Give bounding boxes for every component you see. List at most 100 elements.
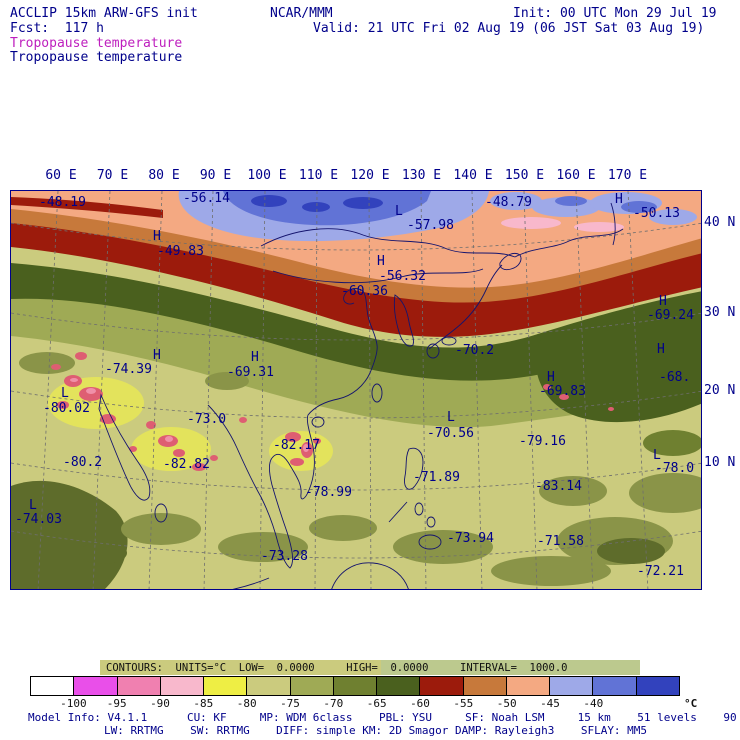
map-extremum-label: H xyxy=(659,294,667,309)
colorbar-cell xyxy=(289,677,333,695)
colorbar-tick-label: -100 xyxy=(60,697,87,710)
map-extremum-label: -73.94 xyxy=(447,531,494,546)
map-extremum-label: -56.32 xyxy=(379,269,426,284)
colorbar-tick-label: -90 xyxy=(150,697,170,710)
map-labels: -48.19 -56.14 L -57.98 -48.79 H -50.13 H -49.83 H… xyxy=(11,191,701,589)
colorbar-cell xyxy=(549,677,593,695)
lon-tick: 130 E xyxy=(401,168,442,183)
map-extremum-label: -72.21 xyxy=(637,564,684,579)
map-extremum-label: -70.56 xyxy=(427,426,474,441)
map-extremum-label: L xyxy=(447,410,455,425)
colorbar-ticks: -100 -95 -90 -85 -80 -75 -70 -65 -60 -55 -50 -45 -40 xyxy=(30,697,680,710)
colorbar-tick-label: -55 xyxy=(453,697,474,710)
model-info-line1: Model Info: V4.1.1 CU: KF MP: WDM 6class… xyxy=(28,711,740,724)
forecast-hour: Fcst: 117 h xyxy=(10,21,104,36)
center-name: NCAR/MMM xyxy=(270,6,333,21)
init-time: Init: 00 UTC Mon 29 Jul 19 xyxy=(513,6,717,21)
lon-tick: 90 E xyxy=(199,168,232,183)
model-info-line2: LW: RRTMG SW: RRTMG DIFF: simple KM: 2D … xyxy=(104,724,648,737)
lon-tick: 170 E xyxy=(607,168,648,183)
map-extremum-label: -68. xyxy=(659,370,691,385)
lat-tick: 20 N xyxy=(704,383,736,398)
model-config-title: ACCLIP 15km ARW-GFS init xyxy=(10,6,198,21)
map-extremum-label: -69.83 xyxy=(539,384,586,399)
colorbar-cell xyxy=(332,677,377,695)
lon-tick: 60 E xyxy=(45,168,77,183)
colorbar-tick-label: -80 xyxy=(236,697,257,710)
colorbar-cell xyxy=(635,677,679,695)
lon-tick: 70 E xyxy=(96,168,129,183)
map-extremum-label: H xyxy=(547,370,555,385)
colorbar-cell xyxy=(73,677,117,695)
map-extremum-label: -79.16 xyxy=(519,434,566,449)
map-extremum-label: -73.0 xyxy=(187,412,227,427)
colorbar-tick-label: -75 xyxy=(280,697,300,710)
colorbar-cell xyxy=(246,677,290,695)
map-extremum-label: L xyxy=(29,498,37,513)
map-extremum-label: -69.24 xyxy=(647,308,694,323)
colorbar-tick-label: -95 xyxy=(106,697,127,710)
contour-info-bar: CONTOURS: UNITS=°C LOW= 0.0000 HIGH= 0.0… xyxy=(100,660,640,675)
colorbar-tick-label: -70 xyxy=(323,697,344,710)
colorbar-units-label: °C xyxy=(684,697,698,710)
colorbar xyxy=(30,676,680,696)
temperature-bands xyxy=(11,191,701,589)
map-extremum-label: -83.14 xyxy=(535,479,582,494)
map-extremum-label: L xyxy=(395,204,403,219)
lon-tick: 80 E xyxy=(148,168,180,183)
map-extremum-label: L xyxy=(61,386,69,401)
lat-tick: 40 N xyxy=(704,215,736,230)
colorbar-cell xyxy=(505,677,550,695)
map-extremum-label: -48.19 xyxy=(39,195,86,210)
colorbar-cell xyxy=(116,677,160,695)
map-extremum-label: -82.17 xyxy=(273,438,320,453)
colorbar-tick-label: -60 xyxy=(410,697,430,710)
lat-tick: 10 N xyxy=(704,455,736,470)
grid-lines xyxy=(11,191,701,589)
lon-tick: 100 E xyxy=(247,168,287,183)
colorbar-cell xyxy=(592,677,636,695)
map-extremum-label: -80.02 xyxy=(43,401,90,416)
map-extremum-label: -69.31 xyxy=(227,365,274,380)
map-extremum-label: -74.39 xyxy=(105,362,152,377)
colorbar-cell xyxy=(159,677,204,695)
lon-tick: 140 E xyxy=(453,168,493,183)
map-extremum-label: -71.89 xyxy=(413,470,460,485)
map-extremum-label: -60.36 xyxy=(341,284,388,299)
field-title-magenta: Tropopause temperature xyxy=(10,36,183,51)
map-extremum-label: H xyxy=(657,342,665,357)
map-extremum-label: -78.99 xyxy=(305,485,352,500)
map-extremum-label: H xyxy=(615,192,623,207)
lon-tick: 120 E xyxy=(350,168,390,183)
colorbar-cells xyxy=(31,677,679,695)
lat-tick: 30 N xyxy=(704,305,736,320)
map-extremum-label: -71.58 xyxy=(537,534,584,549)
lon-tick: 110 E xyxy=(298,168,339,183)
map-extremum-label: -82.82 xyxy=(163,457,210,472)
colorbar-tick-label: -85 xyxy=(193,697,214,710)
colorbar-cell xyxy=(31,677,74,695)
map-extremum-label: -73.28 xyxy=(261,549,308,564)
colorbar-tick-label: -65 xyxy=(366,697,387,710)
map-extremum-label: H xyxy=(153,348,161,363)
colorbar-cell xyxy=(376,677,420,695)
contour-info-text: CONTOURS: UNITS=°C LOW= 0.0000 HIGH= 0.0… xyxy=(106,661,568,674)
valid-time: Valid: 21 UTC Fri 02 Aug 19 (06 JST Sat … xyxy=(313,21,705,36)
colorbar-cell xyxy=(419,677,463,695)
map-graphic xyxy=(11,191,701,589)
map-extremum-label: -80.2 xyxy=(63,455,103,470)
colorbar-tick-label: -45 xyxy=(540,697,560,710)
map-extremum-label: -49.83 xyxy=(157,244,204,259)
coastlines xyxy=(98,202,624,589)
map-extremum-label: -50.13 xyxy=(633,206,680,221)
colorbar-cell xyxy=(203,677,247,695)
map-extremum-label: -56.14 xyxy=(183,191,230,206)
lon-tick: 150 E xyxy=(504,168,545,183)
map-extremum-label: -48.79 xyxy=(485,195,532,210)
lon-tick: 160 E xyxy=(556,168,596,183)
map-extremum-label: H xyxy=(153,229,161,244)
colorbar-cell xyxy=(462,677,506,695)
colorbar-tick-label: -50 xyxy=(496,697,517,710)
map-extremum-label: H xyxy=(377,254,385,269)
